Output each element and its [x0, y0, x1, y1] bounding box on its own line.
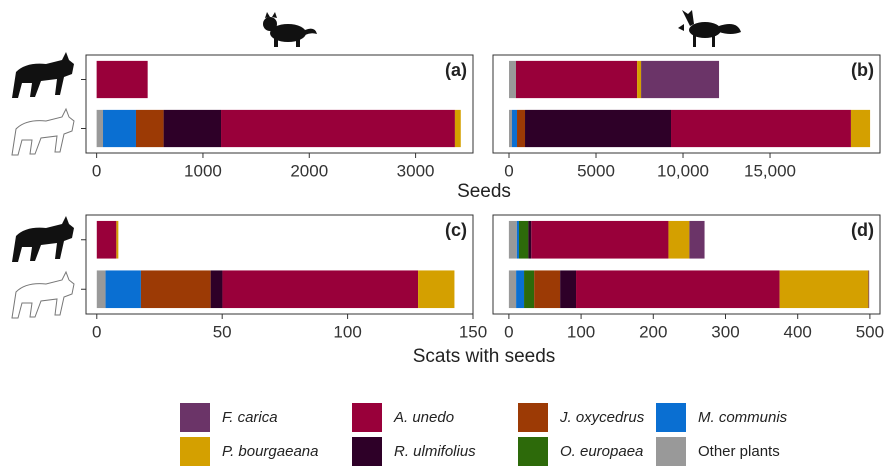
bar-segment — [528, 220, 532, 259]
panel-label: (b) — [851, 60, 874, 80]
bar-segment — [96, 60, 148, 99]
x-tick-label: 0 — [504, 161, 513, 180]
x-tick-label: 50 — [213, 322, 232, 341]
cat-icon — [263, 12, 317, 47]
bar-segment — [516, 220, 519, 259]
bar-segment — [641, 60, 720, 99]
bar-segment — [509, 109, 512, 148]
x-tick-label: 200 — [639, 322, 667, 341]
bar-segment — [105, 270, 141, 309]
legend-label: F. carica — [222, 409, 278, 426]
legend-label: P. bourgaeana — [222, 443, 318, 460]
bar-segment — [516, 270, 525, 309]
bar-segment — [560, 270, 577, 309]
x-tick-label: 2000 — [290, 161, 328, 180]
legend-swatch — [352, 437, 382, 466]
x-tick-label: 5000 — [577, 161, 615, 180]
bar-segment — [671, 109, 851, 148]
legend-swatch — [180, 437, 210, 466]
bar-segment — [868, 270, 870, 309]
legend-label: O. europaea — [560, 443, 643, 460]
bar-segment — [508, 220, 517, 259]
bar-segment — [103, 109, 136, 148]
bar-segment — [116, 220, 119, 259]
bar-segment — [689, 220, 705, 259]
bar-segment — [221, 109, 455, 148]
bar-segment — [222, 270, 419, 309]
x-tick-label: 150 — [459, 322, 487, 341]
bar-segment — [210, 270, 223, 309]
bar-segment — [509, 60, 516, 99]
x-axis-title: Seeds — [457, 181, 511, 202]
lynx-icon — [12, 216, 74, 262]
lynx-icon — [12, 52, 74, 98]
x-tick-label: 100 — [567, 322, 595, 341]
legend-label: R. ulmifolius — [394, 443, 476, 460]
bar-segment — [508, 270, 517, 309]
x-tick-label: 300 — [711, 322, 739, 341]
bar-segment — [96, 220, 117, 259]
bar-segment — [524, 270, 535, 309]
legend-label: Other plants — [698, 443, 780, 460]
bar-segment — [531, 220, 669, 259]
x-tick-label: 15,000 — [744, 161, 796, 180]
x-tick-label: 500 — [856, 322, 884, 341]
legend-swatch — [518, 437, 548, 466]
legend-swatch — [180, 403, 210, 432]
bar-segment — [511, 109, 518, 148]
lynx-outline-icon — [11, 270, 75, 319]
legend-swatch — [352, 403, 382, 432]
bar-segment — [525, 109, 672, 148]
legend-swatch — [518, 403, 548, 432]
bar-segment — [779, 270, 869, 309]
x-tick-label: 0 — [92, 161, 101, 180]
x-tick-label: 0 — [504, 322, 513, 341]
bar-segment — [140, 270, 211, 309]
x-tick-label: 10,000 — [657, 161, 709, 180]
x-axis-title: Scats with seeds — [413, 346, 556, 367]
panel-label: (c) — [445, 220, 467, 240]
legend-swatch — [656, 403, 686, 432]
bar-segment — [518, 220, 529, 259]
fox-icon — [678, 10, 741, 47]
x-tick-label: 3000 — [397, 161, 435, 180]
bar-segment — [96, 109, 104, 148]
bar-segment — [576, 270, 780, 309]
x-tick-label: 100 — [333, 322, 361, 341]
bar-segment — [534, 270, 561, 309]
bar-segment — [637, 60, 642, 99]
legend-label: M. communis — [698, 409, 788, 426]
bar-segment — [454, 109, 461, 148]
bar-segment — [517, 109, 526, 148]
bar-segment — [96, 270, 106, 309]
legend-swatch — [656, 437, 686, 466]
lynx-outline-icon — [11, 107, 75, 156]
panel-label: (a) — [445, 60, 467, 80]
bar-segment — [515, 60, 638, 99]
legend-label: A. unedo — [393, 409, 454, 426]
x-tick-label: 1000 — [184, 161, 222, 180]
bar-segment — [418, 270, 455, 309]
x-tick-label: 0 — [92, 322, 101, 341]
bar-segment — [163, 109, 222, 148]
x-tick-label: 400 — [784, 322, 812, 341]
panel-label: (d) — [851, 220, 874, 240]
bar-segment — [668, 220, 690, 259]
bar-segment — [135, 109, 164, 148]
bar-segment — [850, 109, 871, 148]
legend-label: J. oxycedrus — [559, 409, 645, 426]
